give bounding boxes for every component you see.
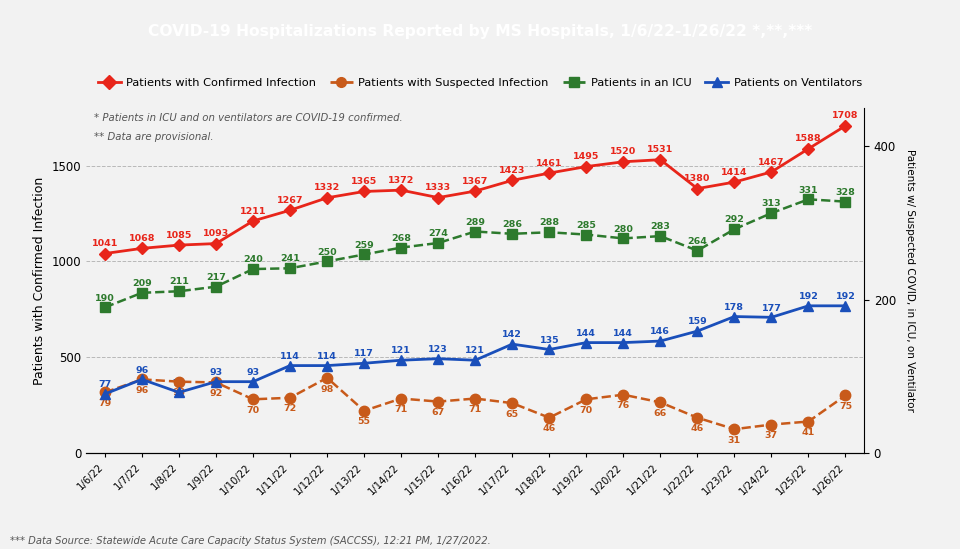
Text: 1380: 1380 (684, 174, 710, 183)
Text: 79: 79 (173, 379, 185, 388)
Text: 65: 65 (506, 410, 518, 419)
Text: 1423: 1423 (499, 166, 525, 175)
Text: 328: 328 (835, 188, 855, 197)
Text: 217: 217 (206, 273, 226, 282)
Text: 250: 250 (317, 248, 337, 256)
Text: 211: 211 (169, 277, 189, 287)
Text: 285: 285 (576, 221, 596, 230)
Text: 37: 37 (765, 432, 778, 440)
Text: 209: 209 (132, 279, 152, 288)
Text: 240: 240 (243, 255, 263, 264)
Text: 1372: 1372 (388, 176, 415, 185)
Text: 75: 75 (839, 402, 852, 411)
Text: 76: 76 (616, 401, 630, 411)
Text: 96: 96 (135, 366, 149, 374)
Text: 1520: 1520 (611, 148, 636, 156)
Text: 1332: 1332 (314, 183, 340, 193)
Text: COVID-19 Hospitalizations Reported by MS Hospitals, 1/6/22-1/26/22 *,**,***: COVID-19 Hospitalizations Reported by MS… (148, 24, 812, 39)
Y-axis label: Patients with Confirmed Infection: Patients with Confirmed Infection (34, 176, 46, 385)
Text: 259: 259 (354, 240, 374, 250)
Text: 192: 192 (835, 292, 855, 301)
Text: * Patients in ICU and on ventilators are COVID-19 confirmed.: * Patients in ICU and on ventilators are… (94, 113, 403, 124)
Text: 96: 96 (135, 386, 149, 395)
Text: 1531: 1531 (647, 145, 674, 154)
Text: 144: 144 (576, 329, 596, 338)
Text: 98: 98 (321, 384, 334, 394)
Text: 66: 66 (654, 409, 667, 418)
Text: 280: 280 (613, 225, 634, 234)
Text: 92: 92 (209, 389, 223, 398)
Text: 192: 192 (799, 292, 818, 301)
Text: 274: 274 (428, 229, 448, 238)
Text: 41: 41 (802, 428, 815, 437)
Text: 121: 121 (392, 346, 411, 355)
Text: 1041: 1041 (92, 239, 118, 248)
Text: 288: 288 (540, 219, 560, 227)
Text: 292: 292 (725, 215, 744, 225)
Text: 135: 135 (540, 335, 559, 345)
Text: 114: 114 (280, 352, 300, 361)
Text: 55: 55 (358, 417, 371, 427)
Text: 159: 159 (687, 317, 708, 326)
Text: 289: 289 (466, 218, 485, 227)
Text: 123: 123 (428, 345, 448, 354)
Text: 268: 268 (391, 234, 411, 243)
Legend: Patients with Confirmed Infection, Patients with Suspected Infection, Patients i: Patients with Confirmed Infection, Patie… (93, 74, 867, 92)
Text: 70: 70 (580, 406, 593, 415)
Text: 1365: 1365 (351, 177, 377, 186)
Text: 264: 264 (687, 237, 708, 246)
Text: 93: 93 (209, 368, 223, 377)
Y-axis label: Patients w/ Suspected COVID, in ICU, on Ventilator: Patients w/ Suspected COVID, in ICU, on … (905, 149, 916, 412)
Text: 1708: 1708 (832, 111, 859, 120)
Text: 1211: 1211 (240, 206, 266, 216)
Text: 1495: 1495 (573, 152, 599, 161)
Text: ** Data are provisional.: ** Data are provisional. (94, 132, 214, 142)
Text: 71: 71 (468, 405, 482, 414)
Text: 117: 117 (354, 350, 374, 358)
Text: 1467: 1467 (758, 158, 784, 166)
Text: 241: 241 (280, 255, 300, 264)
Text: 121: 121 (466, 346, 485, 355)
Text: 79: 79 (98, 399, 111, 408)
Text: 142: 142 (502, 330, 522, 339)
Text: 114: 114 (317, 352, 337, 361)
Text: 1588: 1588 (795, 135, 822, 143)
Text: 283: 283 (651, 222, 670, 231)
Text: 93: 93 (173, 388, 185, 397)
Text: 1367: 1367 (462, 177, 489, 186)
Text: 331: 331 (799, 186, 818, 194)
Text: 72: 72 (283, 405, 297, 413)
Text: 67: 67 (432, 408, 444, 417)
Text: 46: 46 (542, 424, 556, 433)
Text: 144: 144 (613, 329, 634, 338)
Text: 146: 146 (651, 327, 670, 337)
Text: 1267: 1267 (276, 196, 303, 205)
Text: 177: 177 (761, 304, 781, 312)
Text: 178: 178 (725, 302, 744, 312)
Text: 1414: 1414 (721, 168, 748, 177)
Text: 1461: 1461 (536, 159, 563, 168)
Text: 46: 46 (691, 424, 704, 433)
Text: 190: 190 (95, 294, 115, 302)
Text: 71: 71 (395, 405, 408, 414)
Text: 1333: 1333 (425, 183, 451, 192)
Text: 70: 70 (247, 406, 259, 415)
Text: *** Data Source: Statewide Acute Care Capacity Status System (SACCSS), 12:21 PM,: *** Data Source: Statewide Acute Care Ca… (10, 536, 491, 546)
Text: 313: 313 (761, 199, 781, 208)
Text: 31: 31 (728, 436, 741, 445)
Text: 1085: 1085 (166, 231, 192, 240)
Text: 286: 286 (502, 220, 522, 229)
Text: 77: 77 (98, 380, 111, 389)
Text: 1068: 1068 (129, 234, 156, 243)
Text: 93: 93 (247, 368, 259, 377)
Text: 1093: 1093 (203, 229, 229, 238)
